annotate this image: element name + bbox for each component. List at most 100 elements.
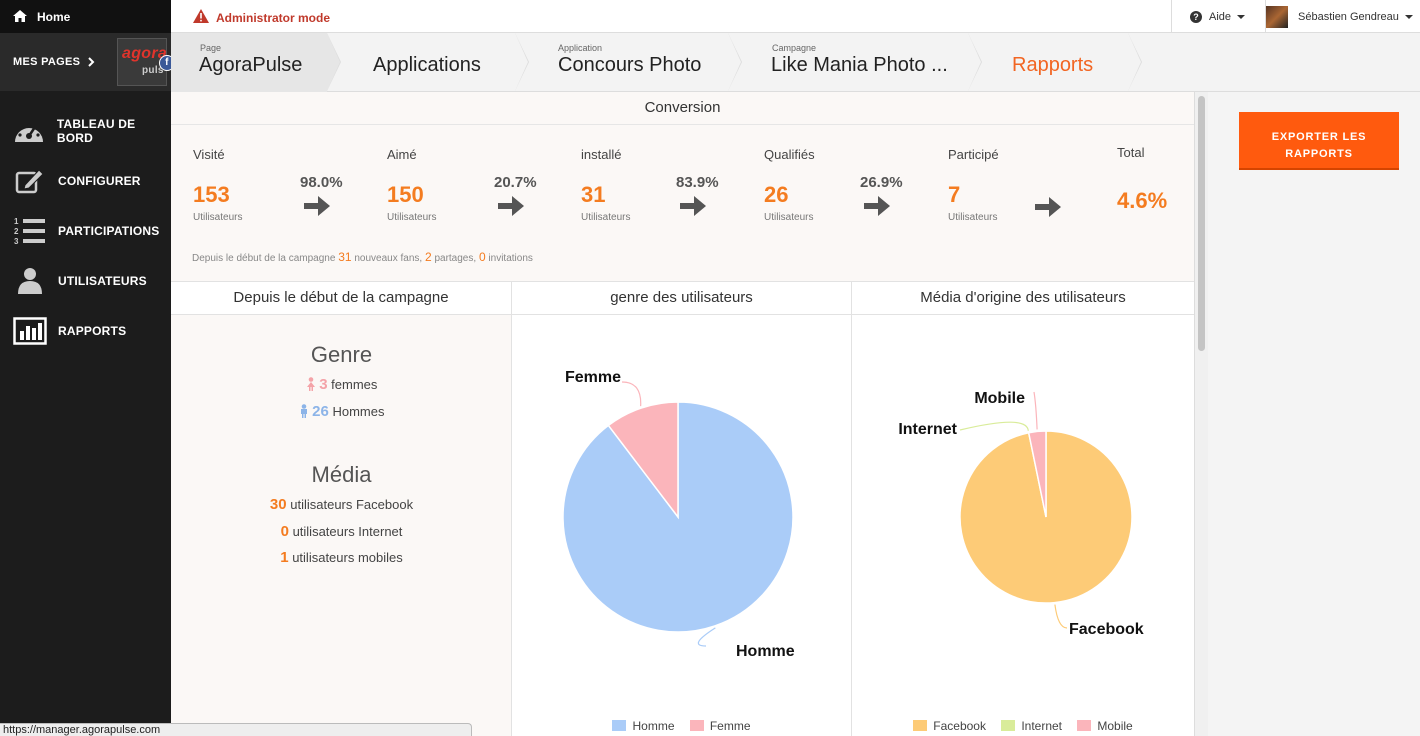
arrow-right-icon bbox=[496, 193, 537, 224]
export-reports-button[interactable]: EXPORTER LES RAPPORTS bbox=[1239, 112, 1399, 170]
sidebar: Home MES PAGES agora puls f TABLEAU DE B… bbox=[0, 0, 175, 736]
breadcrumb-caption: Page bbox=[200, 43, 222, 53]
bar-chart-icon bbox=[13, 316, 47, 346]
femmes-count: 3 bbox=[319, 376, 328, 393]
breadcrumb-application[interactable]: Application Concours Photo bbox=[515, 33, 742, 92]
mobile-users-count: 1 bbox=[280, 549, 289, 566]
breadcrumb-page[interactable]: Page AgoraPulse bbox=[171, 33, 341, 92]
admin-mode-label: Administrator mode bbox=[216, 10, 331, 25]
breadcrumb-caption: Application bbox=[558, 43, 603, 53]
legend-swatch bbox=[612, 720, 627, 731]
conversion-rate: 20.7% bbox=[494, 174, 537, 191]
facebook-users-count: 30 bbox=[269, 496, 287, 513]
conversion-rate: 26.9% bbox=[860, 174, 903, 191]
internet-users-count: 0 bbox=[280, 523, 289, 540]
conversion-step: 98.0% bbox=[300, 174, 343, 224]
hommes-count: 26 bbox=[312, 403, 329, 420]
femmes-line: 3 femmes bbox=[171, 376, 512, 393]
total-label: Total bbox=[1117, 145, 1145, 160]
home-icon bbox=[13, 9, 27, 25]
column-title: Depuis le début de la campagne bbox=[171, 282, 511, 315]
conversion-rate: 83.9% bbox=[676, 174, 719, 191]
top-bar: Administrator mode ? Aide Sébastien Gend… bbox=[171, 0, 1420, 33]
pie-label-connector bbox=[1033, 391, 1038, 430]
pie-slice-mobile[interactable] bbox=[1027, 430, 1047, 518]
media-title: Média bbox=[311, 462, 372, 487]
mes-pages-label: MES PAGES bbox=[13, 56, 81, 68]
since-prefix: Depuis le début de la campagne bbox=[192, 253, 336, 264]
legend-label: Internet bbox=[1021, 719, 1063, 733]
media-chart-column: Média d'origine des utilisateurs Faceboo… bbox=[852, 282, 1194, 736]
svg-text:3: 3 bbox=[14, 237, 19, 246]
user-name: Sébastien Gendreau bbox=[1298, 10, 1399, 23]
conversion-step: 20.7% bbox=[494, 174, 537, 224]
media-chart-legend: Facebook Internet Mobile bbox=[852, 719, 1194, 733]
legend-label: Homme bbox=[632, 719, 675, 733]
male-icon bbox=[300, 404, 307, 418]
arrow-right-icon bbox=[1033, 194, 1063, 225]
stage-value: 31 bbox=[581, 182, 606, 207]
breadcrumb-campagne[interactable]: Campagne Like Mania Photo ... bbox=[728, 33, 982, 92]
gender-chart-column: genre des utilisateurs Homme Femme Homme … bbox=[512, 282, 852, 736]
hommes-line: 26 Hommes bbox=[171, 403, 512, 420]
home-link[interactable]: Home bbox=[0, 0, 171, 33]
pie-label-connector bbox=[1054, 604, 1068, 629]
sidebar-item-tableau-de-bord[interactable]: TABLEAU DE BORD bbox=[0, 106, 171, 156]
stage-label: Aimé bbox=[387, 147, 417, 162]
stage-label: Participé bbox=[948, 147, 999, 162]
legend-label: Facebook bbox=[933, 719, 986, 733]
legend-item-internet[interactable]: Internet bbox=[1001, 719, 1062, 733]
aide-menu[interactable]: ? Aide bbox=[1171, 0, 1259, 33]
invites-count: 0 bbox=[478, 250, 486, 264]
shares-label: partages bbox=[434, 253, 474, 264]
breadcrumb-title: Concours Photo bbox=[558, 54, 702, 76]
user-menu[interactable]: Sébastien Gendreau bbox=[1265, 0, 1413, 33]
breadcrumb: Page AgoraPulse Applications Application… bbox=[171, 33, 1420, 92]
breadcrumb-caption: Campagne bbox=[772, 43, 817, 53]
chevron-right-icon bbox=[88, 55, 95, 70]
internet-users-label: utilisateurs Internet bbox=[292, 524, 403, 539]
status-bar-url: https://manager.agorapulse.com bbox=[0, 723, 472, 736]
svg-text:1: 1 bbox=[14, 217, 19, 226]
mobile-users-line: 1 utilisateurs mobiles bbox=[171, 549, 512, 566]
legend-item-facebook[interactable]: Facebook bbox=[913, 719, 986, 733]
page-logo[interactable]: agora puls f bbox=[117, 38, 175, 86]
legend-swatch bbox=[1001, 720, 1016, 731]
arrow-right-icon bbox=[678, 193, 719, 224]
hommes-label: Hommes bbox=[332, 404, 385, 419]
report-columns: Depuis le début de la campagne Genre 3 f… bbox=[171, 282, 1194, 736]
sidebar-item-rapports[interactable]: RAPPORTS bbox=[0, 306, 171, 356]
legend-label: Femme bbox=[709, 719, 751, 733]
legend-swatch bbox=[1077, 720, 1092, 731]
legend-label: Mobile bbox=[1097, 719, 1133, 733]
breadcrumb-title: AgoraPulse bbox=[199, 54, 303, 76]
report-panel: Conversion Visité 153 Utilisateurs Aimé … bbox=[171, 92, 1194, 736]
caret-down-icon bbox=[1404, 14, 1413, 19]
legend-item-homme[interactable]: Homme bbox=[612, 719, 675, 733]
pie-label-homme: Homme bbox=[736, 643, 795, 660]
legend-item-mobile[interactable]: Mobile bbox=[1077, 719, 1133, 733]
stage-value: 150 bbox=[387, 182, 424, 207]
sidebar-item-label: UTILISATEURS bbox=[58, 274, 147, 288]
help-icon: ? bbox=[1190, 10, 1202, 23]
breadcrumb-applications[interactable]: Applications bbox=[327, 33, 529, 92]
facebook-users-label: utilisateurs Facebook bbox=[290, 497, 414, 512]
pie-slice-femme[interactable] bbox=[607, 401, 679, 520]
breadcrumb-rapports[interactable]: Rapports bbox=[968, 33, 1142, 92]
scrollbar-thumb[interactable] bbox=[1198, 96, 1205, 351]
arrow-right-icon bbox=[302, 193, 343, 224]
conversion-step: 83.9% bbox=[676, 174, 719, 224]
pie-label-connector bbox=[697, 627, 716, 647]
dashboard-icon bbox=[13, 116, 46, 146]
logo-pulse-text: puls bbox=[142, 65, 164, 76]
sidebar-item-utilisateurs[interactable]: UTILISATEURS bbox=[0, 256, 171, 306]
stage-unit: Utilisateurs bbox=[581, 212, 631, 223]
media-chart-title: Média d'origine des utilisateurs bbox=[852, 282, 1194, 315]
mobile-users-label: utilisateurs mobiles bbox=[292, 550, 403, 565]
sidebar-item-configurer[interactable]: CONFIGURER bbox=[0, 156, 171, 206]
legend-item-femme[interactable]: Femme bbox=[689, 719, 751, 733]
vertical-scrollbar[interactable] bbox=[1194, 92, 1208, 736]
mes-pages-menu[interactable]: MES PAGES agora puls f bbox=[0, 33, 175, 91]
gender-pie-chart: Homme Femme bbox=[562, 369, 795, 660]
